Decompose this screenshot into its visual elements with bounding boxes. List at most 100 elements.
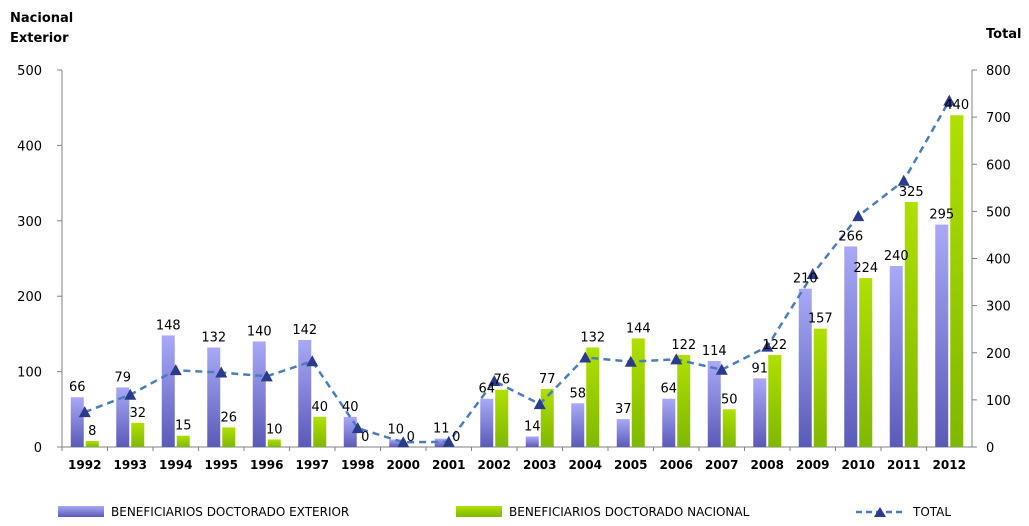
data-label-nacional: 132 (580, 330, 605, 345)
total-point (715, 363, 728, 375)
bars (70, 115, 964, 448)
total-point (761, 340, 774, 352)
left-tick-label: 400 (17, 139, 42, 154)
total-point (579, 351, 592, 363)
data-label-nacional: 157 (808, 312, 833, 327)
data-label-exterior: 142 (292, 323, 317, 338)
data-label-nacional: 224 (853, 261, 878, 276)
bar-exterior (161, 335, 175, 447)
x-tick-label: 1996 (250, 458, 283, 472)
legend-label-total: TOTAL (912, 505, 951, 519)
right-axis: 0 100 200 300 400 500 600 700 800 (971, 64, 1011, 456)
x-tick-label: 1993 (114, 458, 147, 472)
total-point (852, 210, 865, 222)
data-label-exterior: 140 (247, 324, 272, 339)
total-point (670, 353, 683, 365)
data-label-exterior: 58 (569, 386, 586, 401)
data-label-exterior: 11 (433, 422, 450, 437)
data-label-exterior: 91 (751, 361, 768, 376)
bar-exterior (298, 339, 312, 447)
legend: BENEFICIARIOS DOCTORADO EXTERIOR BENEFIC… (58, 505, 951, 519)
right-tick-label: 700 (986, 111, 1011, 126)
total-point (533, 398, 546, 410)
total-point (351, 422, 364, 434)
x-tick-label: 2002 (478, 458, 511, 472)
bar-exterior (207, 347, 221, 447)
x-tick-label: 2001 (432, 458, 465, 472)
data-label-exterior: 14 (524, 419, 541, 434)
legend-label-exterior: BENEFICIARIOS DOCTORADO EXTERIOR (111, 505, 349, 519)
bar-nacional (313, 416, 327, 447)
bar-nacional (904, 201, 918, 447)
x-tick-label: 2008 (751, 458, 784, 472)
data-label-exterior: 266 (838, 229, 863, 244)
right-tick-label: 800 (986, 64, 1011, 79)
data-label-nacional: 77 (539, 372, 556, 387)
total-point (624, 355, 637, 367)
total-point (306, 355, 319, 367)
bar-exterior (389, 439, 403, 447)
data-label-nacional: 122 (671, 338, 696, 353)
data-label-nacional: 40 (311, 400, 328, 415)
right-tick-label: 400 (986, 253, 1011, 268)
data-label-exterior: 295 (929, 208, 954, 223)
total-point (897, 174, 910, 186)
total-series-line (84, 100, 951, 444)
bar-nacional (950, 115, 964, 448)
bar-nacional (267, 439, 281, 447)
total-point (943, 94, 956, 106)
bar-exterior (935, 224, 949, 447)
bar-nacional (131, 422, 145, 447)
x-tick-label: 2009 (796, 458, 829, 472)
left-axis-title-line1: Nacional (10, 11, 73, 26)
bar-nacional (176, 435, 190, 447)
total-point (260, 370, 273, 382)
right-tick-label: 0 (986, 441, 994, 456)
bar-exterior (798, 288, 812, 447)
bar-nacional (859, 278, 873, 447)
left-tick-label: 200 (17, 290, 42, 305)
data-label-nacional: 8 (88, 424, 96, 439)
bar-exterior (480, 398, 494, 447)
bar-nacional (631, 338, 645, 447)
left-tick-label: 100 (17, 366, 42, 381)
x-tick-label: 2012 (933, 458, 966, 472)
data-label-exterior: 64 (660, 382, 677, 397)
x-tick-label: 1997 (296, 458, 329, 472)
bar-nacional (768, 355, 782, 447)
bar-exterior (70, 397, 84, 447)
legend-swatch-nacional (456, 506, 502, 517)
total-point (397, 436, 410, 448)
bar-exterior (252, 341, 266, 447)
total-point (124, 388, 137, 400)
bar-exterior (434, 438, 448, 447)
data-label-nacional: 0 (361, 430, 369, 445)
data-label-exterior: 79 (114, 370, 131, 385)
x-tick-label: 2007 (705, 458, 738, 472)
bar-exterior (616, 419, 630, 447)
x-tick-label: 2004 (569, 458, 602, 472)
left-tick-label: 300 (17, 215, 42, 230)
data-label-nacional: 15 (175, 419, 192, 434)
total-point (442, 435, 455, 447)
total-point (78, 406, 91, 418)
x-tick-label: 1995 (205, 458, 238, 472)
data-label-exterior: 10 (387, 422, 404, 437)
right-tick-label: 200 (986, 347, 1011, 362)
bar-nacional (586, 347, 600, 447)
legend-swatch-exterior (58, 506, 104, 517)
x-tick-label: 1998 (341, 458, 374, 472)
data-label-nacional: 26 (220, 410, 237, 425)
right-tick-label: 100 (986, 394, 1011, 409)
x-tick-label: 1994 (159, 458, 192, 472)
right-tick-label: 600 (986, 158, 1011, 173)
bar-exterior (662, 398, 676, 447)
bar-exterior (753, 378, 767, 447)
bar-exterior (707, 361, 721, 447)
data-label-nacional: 32 (129, 406, 146, 421)
data-label-exterior: 132 (201, 330, 226, 345)
x-axis: 1992 1993 1994 1995 1996 1997 1998 2000 2001 2002… (61, 446, 972, 472)
